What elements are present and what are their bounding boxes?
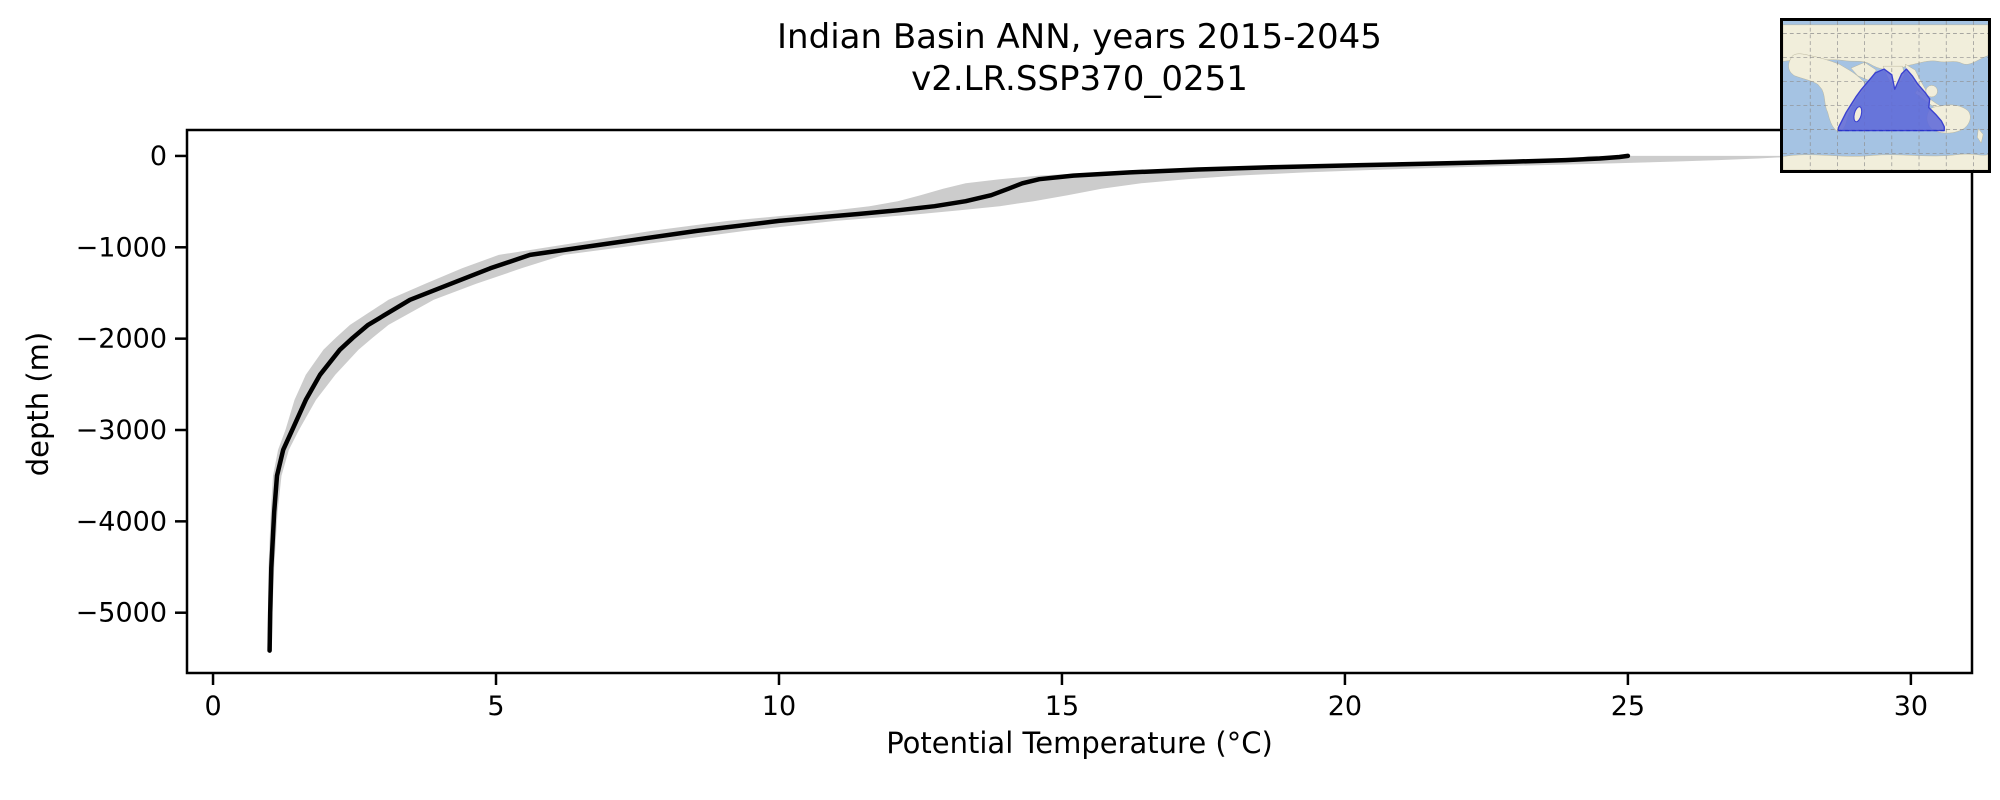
x-tick-label: 20 [1328,691,1362,722]
y-tick-label: −4000 [76,506,167,537]
y-tick-label: −3000 [76,415,167,446]
y-tick-label: 0 [150,141,167,172]
chart-title-line1: Indian Basin ANN, years 2015-2045 [777,17,1382,57]
x-tick-label: 0 [204,691,221,722]
x-tick-label: 30 [1894,691,1928,722]
axes-spines [185,128,1974,675]
map-land-eurasia [1783,24,1988,71]
x-tick-label: 15 [1045,691,1079,722]
map-land-madagascar [1853,106,1863,123]
chart-title: Indian Basin ANN, years 2015-2045 v2.LR.… [187,16,1972,100]
map-basin-region [1837,68,1945,132]
map-land-newzealand [1977,128,1984,144]
x-axis-label: Potential Temperature (°C) [886,726,1273,760]
envelope-band [267,155,1798,651]
map-land-antarctica [1783,153,1988,170]
y-tick-label: −1000 [76,232,167,263]
x-tick-label: 5 [487,691,504,722]
x-tick-label: 25 [1611,691,1645,722]
basin-inset-map [1780,18,1991,173]
map-land-borneo [1925,85,1938,98]
x-tick-label: 10 [762,691,796,722]
y-tick-label: −5000 [76,598,167,629]
map-graticule [1783,21,1988,170]
mean-profile-line [267,153,1631,653]
y-tick-label: −2000 [76,324,167,355]
y-axis-label: depth (m) [21,331,55,477]
chart-title-line2: v2.LR.SSP370_0251 [911,59,1248,99]
world-map [1783,21,1988,170]
